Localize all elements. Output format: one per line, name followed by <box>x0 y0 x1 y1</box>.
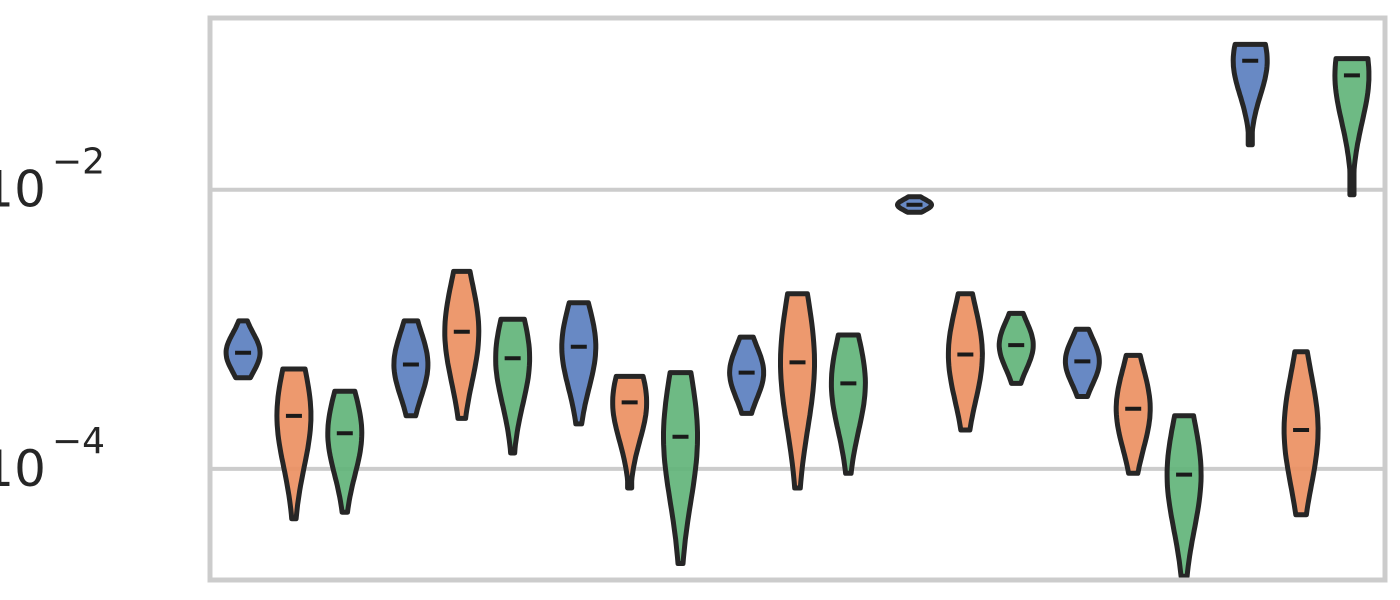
violin-g1-s2 <box>274 366 314 522</box>
violin-g4-s3 <box>828 332 868 476</box>
violin-g5-s2 <box>945 291 985 433</box>
y-tick-exponent-1: −4 <box>52 421 105 462</box>
violin-g3-s3 <box>661 370 700 566</box>
plot-frame <box>207 15 1388 583</box>
y-axis-tick-labels: 10−2 10−4 <box>0 142 105 498</box>
violin-g7-s1 <box>1230 41 1270 148</box>
violin-g7-s2 <box>1281 349 1321 518</box>
violin-g7-s3 <box>1332 56 1372 198</box>
violin-g6-s3 <box>1164 413 1204 579</box>
violin-g3-s1 <box>559 300 599 427</box>
violin-g4-s2 <box>778 291 817 491</box>
violin-g4-s1 <box>727 334 767 416</box>
y-tick-exponent-0: −2 <box>52 142 105 183</box>
violin-g2-s3 <box>493 316 533 456</box>
violin-g5-s3 <box>996 310 1036 386</box>
violin-g2-s1 <box>391 318 431 419</box>
violin-g1-s3 <box>325 388 365 515</box>
violin-g3-s2 <box>610 373 650 491</box>
violin-g2-s2 <box>442 268 482 421</box>
violin-g6-s2 <box>1113 352 1153 476</box>
violin-plot-area <box>223 41 1372 579</box>
y-tick-label-1: 10−4 <box>0 421 105 498</box>
y-tick-label-0: 10−2 <box>0 142 105 219</box>
violin-g1-s1 <box>223 318 263 381</box>
